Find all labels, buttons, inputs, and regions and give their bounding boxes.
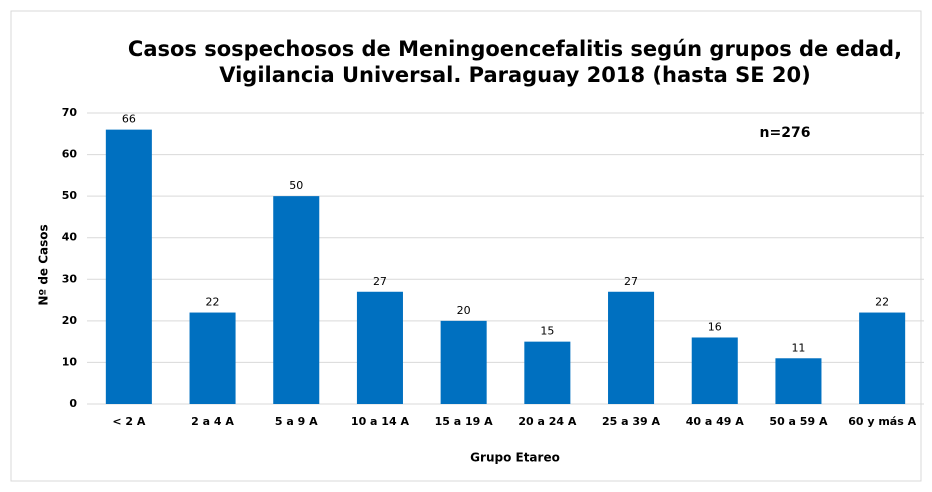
y-tick-label: 20 xyxy=(62,314,78,327)
x-tick-label: 60 y más A xyxy=(848,415,916,428)
y-tick-label: 60 xyxy=(62,148,78,161)
bar xyxy=(273,196,320,404)
bar xyxy=(775,358,822,404)
x-tick-label: 5 a 9 A xyxy=(275,415,318,428)
chart-subtitle: Vigilancia Universal. Paraguay 2018 (has… xyxy=(219,63,811,87)
x-tick-label: 50 a 59 A xyxy=(769,415,828,428)
bar xyxy=(691,337,738,404)
chart-title: Casos sospechosos de Meningoencefalitis … xyxy=(128,37,902,61)
x-tick-label: < 2 A xyxy=(112,415,146,428)
value-label: 50 xyxy=(289,179,303,192)
y-tick-label: 10 xyxy=(62,355,78,368)
y-tick-label: 40 xyxy=(62,231,78,244)
value-label: 22 xyxy=(206,296,220,309)
x-tick-label: 25 a 39 A xyxy=(602,415,661,428)
bar xyxy=(105,129,152,404)
x-tick-label: 20 a 24 A xyxy=(518,415,577,428)
bar xyxy=(608,291,655,404)
x-tick-label: 40 a 49 A xyxy=(686,415,745,428)
value-label: 22 xyxy=(875,296,889,309)
value-label: 66 xyxy=(122,113,136,126)
bar xyxy=(189,312,236,404)
value-label: 16 xyxy=(708,320,722,333)
x-tick-label: 15 a 19 A xyxy=(435,415,494,428)
bar xyxy=(440,320,487,404)
y-tick-label: 30 xyxy=(62,272,78,285)
y-tick-label: 70 xyxy=(62,106,78,119)
y-tick-label: 0 xyxy=(69,397,77,410)
value-label: 11 xyxy=(791,341,805,354)
value-label: 20 xyxy=(457,304,471,317)
x-tick-label: 10 a 14 A xyxy=(351,415,410,428)
y-axis-label: Nº de Casos xyxy=(37,224,51,305)
bar xyxy=(859,312,906,404)
x-axis-label: Grupo Etareo xyxy=(470,451,560,465)
x-tick-label: 2 a 4 A xyxy=(191,415,234,428)
value-label: 27 xyxy=(373,275,387,288)
bar xyxy=(524,341,571,404)
bar xyxy=(356,291,403,404)
y-tick-label: 50 xyxy=(62,189,78,202)
annotation: n=276 xyxy=(760,125,811,141)
value-label: 27 xyxy=(624,275,638,288)
value-label: 15 xyxy=(540,325,554,338)
